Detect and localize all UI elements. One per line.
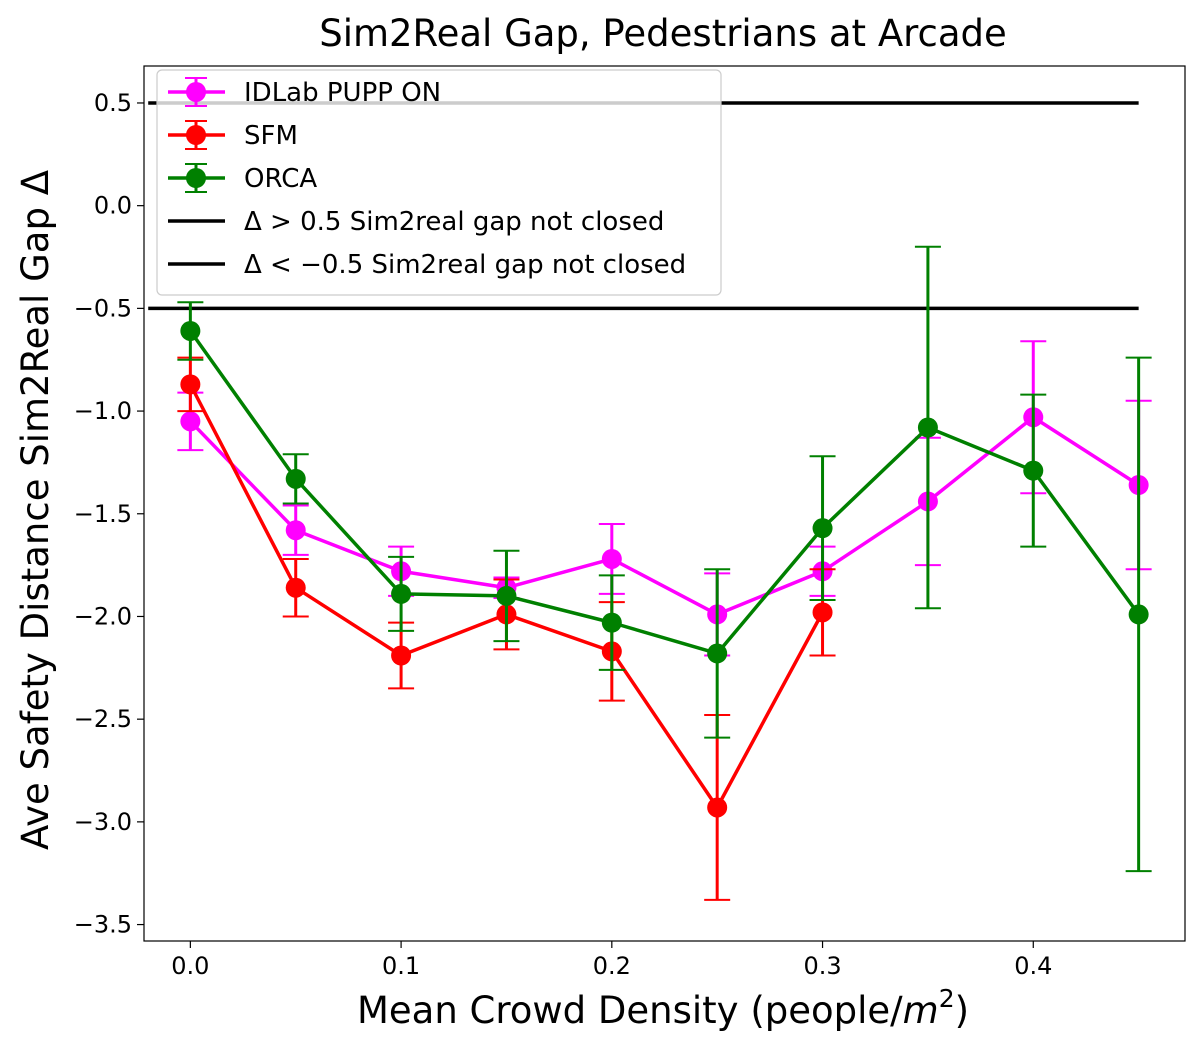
x-axis-label-exponent: 2	[939, 984, 955, 1013]
legend-entry-0-5-sim2real-gap-not-closed: Δ > 0.5 Sim2real gap not closed	[168, 207, 664, 237]
y-axis: 0.5 0.0 −0.5 −1.0 −1.5 −2.0 −2.5 −3.0 −3.5	[74, 89, 144, 939]
y-tick-label: −3.5	[74, 911, 132, 939]
data-point-orca-0	[180, 320, 201, 341]
legend-marker	[186, 125, 206, 145]
y-tick-label: −2.0	[74, 602, 132, 630]
legend-entry-0-5-sim2real-gap-not-closed: Δ < −0.5 Sim2real gap not closed	[168, 250, 686, 280]
x-tick-label: 0.3	[803, 952, 841, 980]
y-tick-label: 0.0	[94, 192, 132, 220]
data-point-sfm-0	[180, 374, 201, 395]
y-tick-label: −3.0	[74, 808, 132, 836]
legend-entry-sfm: SFM	[168, 120, 298, 151]
legend-entry-idlab-pupp-on: IDLab PUPP ON	[168, 77, 441, 108]
x-tick-label: 0.2	[593, 952, 631, 980]
data-point-orca-7	[917, 417, 938, 438]
x-tick-label: 0.1	[382, 952, 420, 980]
data-point-orca-8	[1023, 460, 1044, 481]
data-point-orca-3	[496, 585, 517, 606]
data-point-idlab-pupp-on-4	[601, 548, 622, 569]
data-point-orca-9	[1128, 604, 1149, 625]
legend-marker	[186, 168, 206, 188]
data-point-orca-1	[285, 468, 306, 489]
data-point-orca-5	[707, 643, 728, 664]
data-point-idlab-pupp-on-0	[180, 411, 201, 432]
legend-label: Δ > 0.5 Sim2real gap not closed	[244, 207, 664, 237]
legend-label: Δ < −0.5 Sim2real gap not closed	[244, 250, 686, 280]
plot-data	[148, 101, 1152, 901]
y-tick-label: −0.5	[74, 294, 132, 322]
plot-frame	[143, 65, 1186, 942]
series-orca	[177, 245, 1152, 873]
data-point-orca-2	[391, 583, 412, 604]
data-point-sfm-2	[391, 645, 412, 666]
x-axis-label-suffix: )	[955, 989, 969, 1032]
x-axis-label-text: Mean Crowd Density (people/	[357, 989, 903, 1032]
legend-box	[156, 69, 722, 296]
series-line-idlab-pupp-on	[189, 415, 1140, 617]
legend-marker	[186, 82, 206, 102]
data-point-sfm-5	[707, 797, 728, 818]
series-line-orca	[188, 329, 1141, 656]
x-axis-label-var: m	[903, 989, 939, 1032]
y-tick-label: −1.5	[74, 500, 132, 528]
chart-title: Sim2Real Gap, Pedestrians at Arcade	[319, 12, 1007, 55]
data-point-sfm-6	[812, 602, 833, 623]
legend-label: SFM	[244, 121, 298, 151]
legend-label: ORCA	[244, 164, 317, 194]
y-axis-label: Ave Safety Distance Sim2Real Gap Δ	[14, 170, 57, 850]
y-tick-label: 0.5	[94, 89, 132, 117]
data-point-orca-6	[812, 518, 833, 539]
data-point-orca-4	[601, 612, 622, 633]
series-idlab-pupp-on	[177, 340, 1152, 657]
data-point-sfm-1	[285, 577, 306, 598]
x-axis-label: Mean Crowd Density (people/m2)	[357, 984, 969, 1032]
data-point-idlab-pupp-on-1	[285, 520, 306, 541]
legend: IDLab PUPP ON SFM ORCA Δ > 0.5 Sim2real gap…	[156, 69, 722, 296]
y-tick-label: −2.5	[74, 705, 132, 733]
x-tick-label: 0.0	[171, 952, 209, 980]
y-tick-label: −1.0	[74, 397, 132, 425]
legend-entry-orca: ORCA	[168, 163, 317, 194]
x-axis: 0.0 0.1 0.2 0.3 0.4	[171, 941, 1052, 980]
x-tick-label: 0.4	[1014, 952, 1052, 980]
legend-label: IDLab PUPP ON	[244, 78, 441, 108]
